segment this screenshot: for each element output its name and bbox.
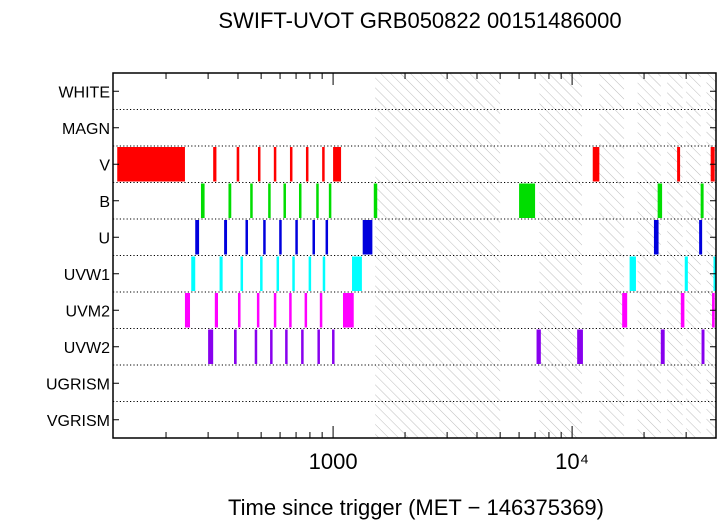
exposure-b-5 [283, 183, 286, 218]
exposure-uvw1-6 [292, 256, 295, 291]
exposure-u-1 [195, 220, 200, 255]
exposure-b-10 [519, 183, 536, 218]
exposure-uvm2-1 [184, 293, 191, 328]
exposure-u-8 [325, 220, 329, 255]
exposure-uvw2-3 [254, 329, 258, 364]
exposure-uvw2-5 [285, 329, 288, 364]
exposure-uvw2-8 [332, 329, 335, 364]
exposure-u-3 [245, 220, 248, 255]
exposure-b-1 [200, 183, 205, 218]
exposure-b-2 [228, 183, 232, 218]
exposure-uvw1-2 [219, 256, 223, 291]
x-ticks-layer: 1000 10⁴ [165, 73, 717, 474]
exposure-v-4 [257, 147, 261, 182]
exposure-uvw1-8 [322, 256, 326, 291]
exposure-uvw2-7 [317, 329, 320, 364]
exposure-v-7 [305, 147, 309, 182]
exposure-u-10 [653, 220, 659, 255]
row-label-ugrism: UGRISM [46, 376, 110, 393]
exposure-b-3 [250, 183, 253, 218]
exposure-uvm2-2 [214, 293, 219, 328]
exposure-v-1 [117, 147, 185, 182]
exposure-v-5 [273, 147, 277, 182]
row-label-uvw1: UVW1 [64, 267, 110, 284]
hatched-interval-4 [637, 73, 661, 438]
exposure-uvm2-10 [622, 293, 628, 328]
exposure-uvw2-6 [301, 329, 304, 364]
exposure-b-6 [298, 183, 302, 218]
exposure-uvw2-11 [660, 329, 665, 364]
exposure-uvm2-9 [342, 293, 354, 328]
chart-title: SWIFT-UVOT GRB050822 00151486000 [218, 8, 621, 33]
exposure-uvm2-3 [237, 293, 241, 328]
exposure-uvw1-4 [260, 256, 263, 291]
exposure-uvw2-12 [701, 329, 705, 364]
exposure-uvm2-11 [680, 293, 685, 328]
hatched-interval-7 [706, 73, 716, 438]
row-label-b: B [99, 194, 110, 211]
exposure-uvw2-10 [577, 329, 583, 364]
exposure-u-6 [295, 220, 298, 255]
hatched-interval-2 [539, 73, 582, 438]
exposure-uvw1-11 [684, 256, 688, 291]
x-tick-label: 1000 [309, 449, 358, 474]
exposure-v-6 [289, 147, 293, 182]
exposure-uvw2-2 [234, 329, 237, 364]
exposure-uvw1-10 [629, 256, 636, 291]
exposure-u-9 [362, 220, 373, 255]
row-label-white: WHITE [58, 84, 110, 101]
exposure-v-11 [677, 147, 681, 182]
exposure-uvw2-9 [536, 329, 541, 364]
row-label-magn: MAGN [62, 121, 110, 138]
exposure-v-8 [322, 147, 325, 182]
exposure-uvm2-5 [273, 293, 277, 328]
exposure-u-5 [279, 220, 282, 255]
exposure-uvw2-4 [270, 329, 273, 364]
exposure-uvw1-9 [352, 256, 362, 291]
hatched-interval-1 [375, 73, 501, 438]
row-label-vgrism: VGRISM [47, 413, 110, 430]
exposure-b-8 [328, 183, 332, 218]
exposure-u-7 [312, 220, 315, 255]
exposure-uvm2-8 [319, 293, 323, 328]
row-label-uvw2: UVW2 [64, 340, 110, 357]
row-label-u: U [98, 230, 110, 247]
exposure-v-3 [236, 147, 240, 182]
hatched-intervals-layer [375, 73, 716, 438]
exposure-uvm2-7 [304, 293, 308, 328]
exposure-uvw2-1 [208, 329, 214, 364]
exposure-u-2 [224, 220, 228, 255]
exposure-b-12 [700, 183, 704, 218]
exposure-uvw1-7 [308, 256, 312, 291]
exposure-v-10 [592, 147, 600, 182]
exposure-b-11 [657, 183, 663, 218]
exposure-u-11 [699, 220, 703, 255]
exposure-uvw1-3 [240, 256, 244, 291]
exposure-uvm2-6 [289, 293, 292, 328]
exposure-uvw1-1 [191, 256, 196, 291]
x-tick-label: 10⁴ [555, 449, 589, 474]
exposure-uvw1-5 [276, 256, 280, 291]
exposure-b-7 [316, 183, 319, 218]
hatched-interval-6 [686, 73, 701, 438]
row-labels-layer: WHITE MAGN V B U UVW1 UVM2 UVW2 UGRISM VGRISM [46, 84, 716, 430]
row-label-uvm2: UVM2 [66, 303, 111, 320]
exposure-u-4 [263, 220, 266, 255]
row-label-v: V [99, 157, 110, 174]
exposure-b-9 [373, 183, 378, 218]
exposure-v-9 [333, 147, 342, 182]
exposure-b-4 [268, 183, 271, 218]
x-axis-label: Time since trigger (MET − 146375369) [228, 495, 604, 520]
plot-frame [112, 72, 717, 439]
exposure-v-2 [213, 147, 217, 182]
exposure-uvm2-4 [256, 293, 260, 328]
